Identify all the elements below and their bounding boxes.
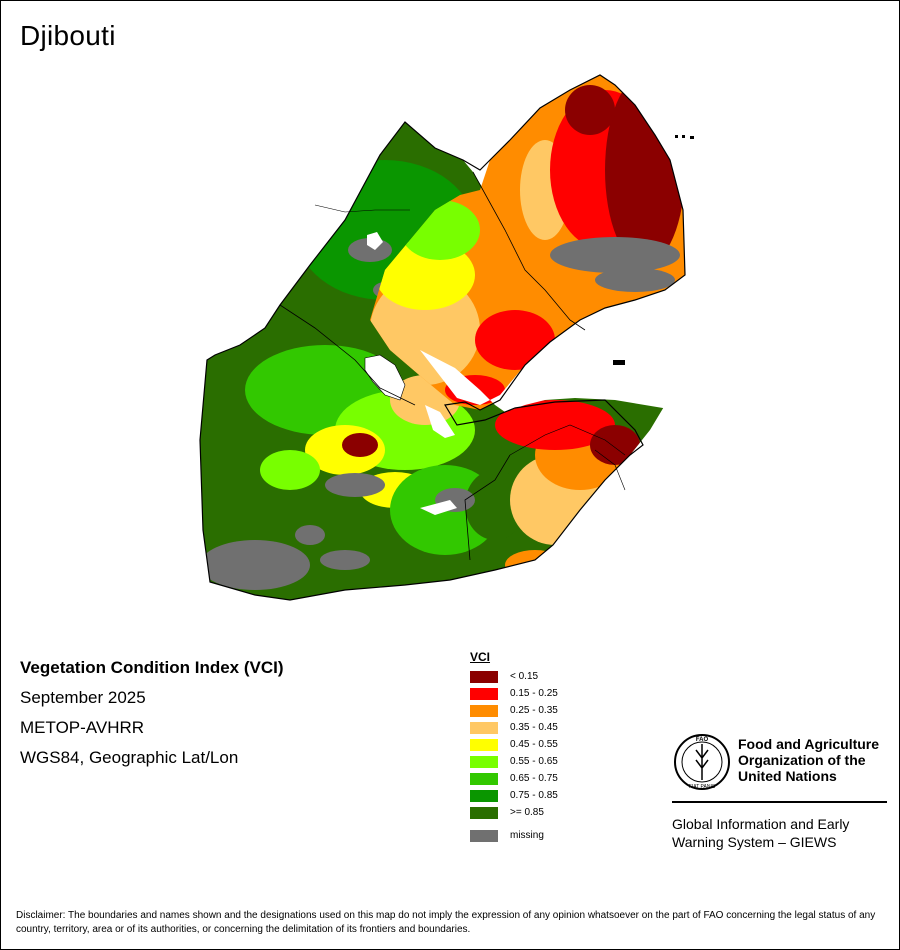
legend-item: 0.75 - 0.85 bbox=[470, 787, 558, 804]
legend-classes: < 0.15 0.15 - 0.25 0.25 - 0.35 0.35 - 0.45 0… bbox=[470, 668, 558, 821]
legend-item: 0.25 - 0.35 bbox=[470, 702, 558, 719]
legend-swatch bbox=[470, 772, 498, 785]
gulf-of-tadjoura bbox=[420, 300, 685, 412]
legend-swatch bbox=[470, 704, 498, 717]
ghoubbet-bay bbox=[425, 405, 455, 438]
index-name: Vegetation Condition Index (VCI) bbox=[20, 658, 284, 677]
program-name: Global Information and Early Warning Sys… bbox=[672, 816, 850, 850]
vci-missing-area bbox=[325, 473, 385, 497]
legend-label: < 0.15 bbox=[510, 671, 539, 682]
vci-missing-area bbox=[320, 550, 370, 570]
vci-class-area bbox=[565, 85, 615, 135]
legend-label: 0.45 - 0.55 bbox=[510, 739, 558, 750]
legend-label: 0.65 - 0.75 bbox=[510, 773, 558, 784]
legend-item: 0.55 - 0.65 bbox=[470, 753, 558, 770]
vci-missing-area bbox=[200, 540, 310, 590]
sensor-label: METOP-AVHRR bbox=[20, 718, 145, 737]
island bbox=[675, 135, 678, 138]
vci-missing-area bbox=[550, 237, 680, 273]
vci-map bbox=[199, 74, 694, 601]
fao-logo-icon: FAO FIAT PANIS bbox=[674, 734, 730, 790]
legend-swatch bbox=[470, 806, 498, 819]
legend-label: 0.15 - 0.25 bbox=[510, 688, 558, 699]
legend-item: 0.35 - 0.45 bbox=[470, 719, 558, 736]
legend-swatch bbox=[470, 829, 498, 842]
legend-swatch bbox=[470, 755, 498, 768]
organization-name: Food and Agriculture Organization of the… bbox=[738, 736, 880, 784]
vci-class-area bbox=[495, 400, 615, 450]
legend-item: 0.65 - 0.75 bbox=[470, 770, 558, 787]
legend-swatch bbox=[470, 687, 498, 700]
legend-item-missing: missing bbox=[470, 827, 558, 844]
legend-label: 0.25 - 0.35 bbox=[510, 705, 558, 716]
vci-class-area bbox=[342, 433, 378, 457]
legend-title: VCI bbox=[470, 650, 491, 664]
no-data-area bbox=[367, 232, 383, 250]
legend-label: 0.55 - 0.65 bbox=[510, 756, 558, 767]
projection-label: WGS84, Geographic Lat/Lon bbox=[20, 748, 239, 767]
legend: VCI < 0.15 0.15 - 0.25 0.25 - 0.35 0.35 - 0… bbox=[470, 650, 558, 844]
legend-item: 0.15 - 0.25 bbox=[470, 685, 558, 702]
island bbox=[690, 136, 694, 139]
no-data-area bbox=[420, 500, 457, 515]
vci-missing-area bbox=[595, 268, 675, 292]
region-boundary bbox=[509, 424, 626, 456]
vci-class-area bbox=[590, 425, 640, 465]
legend-label: 0.35 - 0.45 bbox=[510, 722, 558, 733]
legend-label: >= 0.85 bbox=[510, 807, 544, 818]
legend-swatch bbox=[470, 670, 498, 683]
region-boundary bbox=[314, 204, 410, 213]
region-boundary bbox=[594, 449, 626, 491]
disclaimer: Disclaimer: The boundaries and names sho… bbox=[16, 910, 876, 935]
island bbox=[682, 135, 685, 138]
region-boundary bbox=[464, 454, 511, 561]
period-label: September 2025 bbox=[20, 688, 146, 707]
map-title: Djibouti bbox=[20, 20, 116, 51]
legend-swatch bbox=[470, 738, 498, 751]
legend-item: 0.45 - 0.55 bbox=[470, 736, 558, 753]
legend-swatch bbox=[470, 721, 498, 734]
country-border bbox=[199, 74, 686, 601]
fao-logo-letters: FAO bbox=[696, 737, 709, 743]
vci-class-area bbox=[260, 450, 320, 490]
region-boundary bbox=[472, 171, 586, 331]
fao-branding: FAO FIAT PANIS Food and Agriculture Orga… bbox=[672, 732, 887, 850]
region-boundary bbox=[279, 304, 416, 406]
vci-missing-area bbox=[295, 525, 325, 545]
island bbox=[613, 360, 625, 365]
fao-logo-motto: FIAT PANIS bbox=[689, 784, 716, 790]
divider bbox=[672, 801, 887, 803]
legend-item: < 0.15 bbox=[470, 668, 558, 685]
legend-label: missing bbox=[510, 830, 544, 841]
vci-class-area bbox=[465, 470, 525, 540]
legend-label: 0.75 - 0.85 bbox=[510, 790, 558, 801]
legend-item: >= 0.85 bbox=[470, 804, 558, 821]
legend-swatch bbox=[470, 789, 498, 802]
